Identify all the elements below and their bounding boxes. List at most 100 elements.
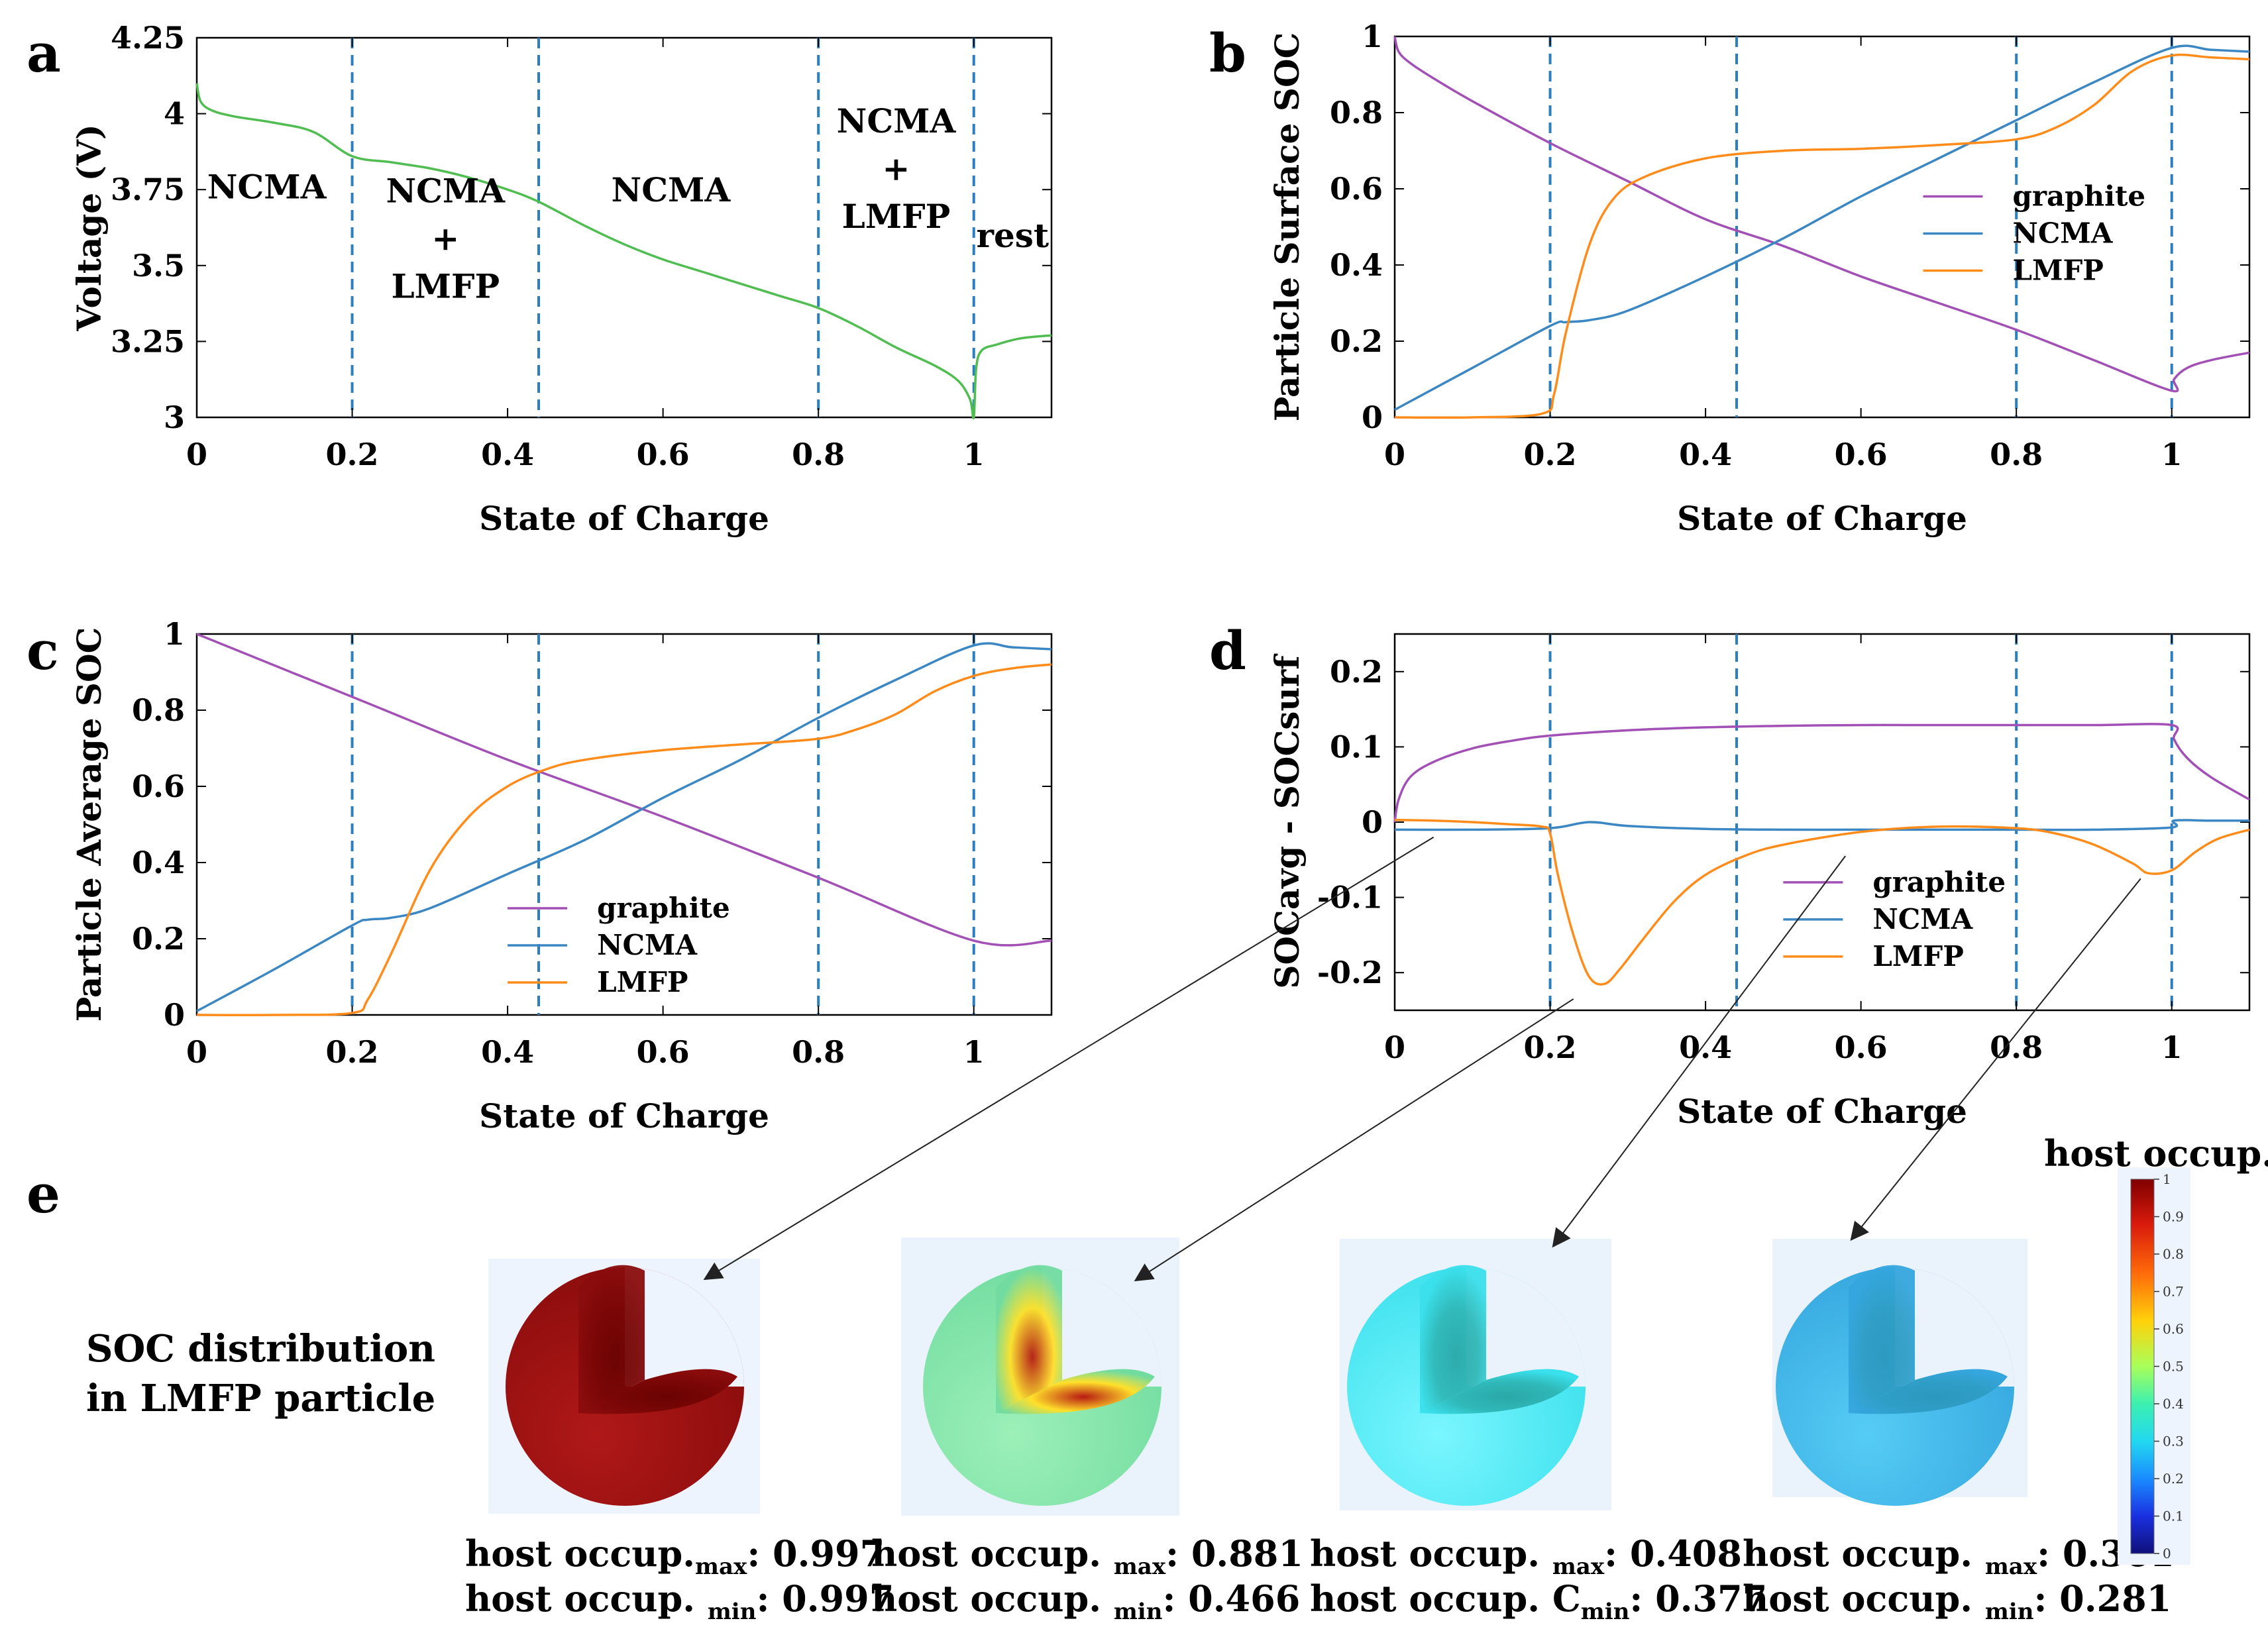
- y-axis-label: SOCavg - SOCsurf: [1268, 653, 1307, 989]
- x-tick-label: 0.6: [1835, 437, 1888, 472]
- particle-cut-face-horizontal: [1420, 1369, 1579, 1414]
- y-tick-label: 0.8: [1330, 95, 1383, 131]
- caption-subscript: min: [708, 1599, 757, 1625]
- region-label: LMFP: [842, 197, 951, 236]
- series-line-ncma: [1394, 44, 2250, 411]
- x-tick-label: 0.2: [1524, 1029, 1577, 1065]
- x-tick-label: 1: [2161, 437, 2183, 472]
- series-line-lmfp: [1394, 53, 2250, 419]
- axes-frame: [1393, 35, 2251, 419]
- axes-frame: [195, 36, 1053, 419]
- particle-caption-min: host occup. Cmin: 0.377: [1310, 1577, 1767, 1625]
- x-tick-label: 0.8: [792, 1034, 845, 1070]
- y-tick-label: -0.2: [1317, 955, 1383, 990]
- colorbar-tick-label: 0.3: [2163, 1434, 2184, 1449]
- series-line-lmfp: [196, 663, 1052, 1016]
- series-line-lmfp: [1394, 818, 2250, 986]
- plot-c: 0 0.2 0.4 0.6 0.8 1 0 0.2 0.4 0.6 0.8 1 State of Cha…: [70, 616, 1053, 1135]
- region-label: NCMA: [207, 168, 327, 207]
- colorbar-tick-label: 1: [2163, 1171, 2171, 1187]
- legend-label-lmfp: LMFP: [1872, 940, 1963, 973]
- soc-distribution-line-1: SOC distribution: [86, 1327, 435, 1371]
- y-axis-label: Particle Average SOC: [70, 627, 109, 1022]
- caption-main: host occup.: [465, 1532, 695, 1575]
- x-tick-label: 0: [186, 437, 207, 472]
- legend-label-lmfp: LMFP: [597, 966, 688, 998]
- caption-subscript: min: [1581, 1599, 1630, 1625]
- colorbar: host occup. 10.90.80.70.60.50.40.30.20.1…: [2044, 1132, 2268, 1565]
- pointer-arrow: [1850, 878, 2141, 1241]
- region-label: LMFP: [391, 267, 500, 306]
- y-tick-label: 0.8: [132, 692, 185, 728]
- colorbar-ticks: 1 0.9 0.8 0.7 0.6 0.5 0.4 0.3 0.2 0.1 0: [2154, 1171, 2184, 1561]
- arrows: [703, 836, 2141, 1282]
- colorbar-tick-label: 0.8: [2163, 1246, 2184, 1262]
- caption-value: : 0.377: [1629, 1577, 1767, 1620]
- y-tick-label: 4: [164, 96, 185, 132]
- panel-letter-d: d: [1209, 619, 1246, 682]
- panel-c: c 0 0.2 0.4 0.6 0.8 1 0 0.2 0.4 0.6 0.8 1 State of C…: [27, 616, 1053, 1135]
- axes-frame: [1393, 633, 2251, 1012]
- y-tick-label: 3: [164, 399, 185, 435]
- caption-subscript: max: [1985, 1554, 2037, 1580]
- x-tick-label: 0.8: [1990, 1029, 2043, 1065]
- y-tick-label: 0.4: [132, 845, 185, 880]
- x-tick-label: 0.6: [637, 1034, 690, 1070]
- panel-letter-c: c: [27, 619, 59, 682]
- y-tick-label: 0: [1362, 804, 1383, 840]
- caption-main: host occup.: [465, 1577, 708, 1620]
- pointer-arrow: [703, 836, 1434, 1281]
- region-label: NCMA: [837, 101, 957, 140]
- particle-cutaway: [625, 1267, 744, 1387]
- y-tick-label: 1: [1362, 19, 1383, 54]
- y-tick-label: 3.75: [111, 172, 185, 207]
- caption-value: : 0.997: [747, 1532, 885, 1575]
- series-line-ncma: [196, 642, 1052, 1012]
- panel-b: b 0 0.2 0.4 0.6 0.8 1 0 0.2 0.4 0.6 0.8 1 State of C…: [1209, 19, 2251, 538]
- y-tick-label: 0: [1362, 399, 1383, 435]
- y-tick-label: 0.2: [1330, 323, 1383, 359]
- y-tick-label: 0.2: [1330, 654, 1383, 690]
- caption-main: host occup.: [871, 1577, 1114, 1620]
- x-tick-label: 0.8: [792, 437, 845, 472]
- panel-a: a 0 0.2 0.4 0.6 0.8 1 3 3.25 3.5 3.75 4 4.25 State o…: [27, 20, 1053, 538]
- region-label: rest: [977, 216, 1049, 255]
- series-line-graphite: [196, 633, 1052, 947]
- y-axis-label: Voltage (V): [70, 124, 109, 331]
- x-axis-label: State of Charge: [479, 499, 769, 538]
- caption-value: : 0.466: [1162, 1577, 1300, 1620]
- x-tick-label: 0.4: [481, 437, 534, 472]
- caption-subscript: max: [695, 1554, 747, 1580]
- x-tick-label: 0.6: [637, 437, 690, 472]
- particle-caption-max: host occup.max: 0.997: [465, 1532, 885, 1580]
- x-tick-label: 0.8: [1990, 437, 2043, 472]
- caption-subscript: min: [1985, 1599, 2034, 1625]
- colorbar-tick-label: 0.2: [2163, 1471, 2184, 1487]
- y-tick-label: 4.25: [111, 20, 185, 56]
- particle-caption-max: host occup. max: 0.881: [871, 1532, 1303, 1580]
- colorbar-tick-label: 0.6: [2163, 1321, 2184, 1337]
- particle-caption-min: host occup. min: 0.466: [871, 1577, 1300, 1625]
- y-tick-label: 3.25: [111, 323, 185, 359]
- legend-label-graphite: graphite: [2012, 180, 2145, 213]
- particle-caption-max: host occup. max: 0.361: [1743, 1532, 2175, 1580]
- panel-letter-b: b: [1209, 22, 1246, 84]
- caption-main: host occup.: [871, 1532, 1114, 1575]
- x-tick-label: 0.4: [1679, 1029, 1732, 1065]
- y-tick-label: 0.6: [1330, 171, 1383, 207]
- caption-subscript: max: [1114, 1554, 1166, 1580]
- caption-subscript: min: [1114, 1599, 1163, 1625]
- particle-caption-min: host occup. min: 0.281: [1743, 1577, 2171, 1625]
- colorbar-tick-label: 0.5: [2163, 1359, 2184, 1375]
- x-tick-label: 0.2: [326, 1034, 379, 1070]
- caption-main: host occup.: [1310, 1532, 1552, 1575]
- region-label: NCMA: [612, 170, 731, 209]
- x-tick-label: 0: [1384, 437, 1405, 472]
- colorbar-tick-label: 0.4: [2163, 1396, 2184, 1412]
- pointer-arrow: [1552, 855, 1846, 1248]
- particle-cutaway: [1042, 1267, 1161, 1387]
